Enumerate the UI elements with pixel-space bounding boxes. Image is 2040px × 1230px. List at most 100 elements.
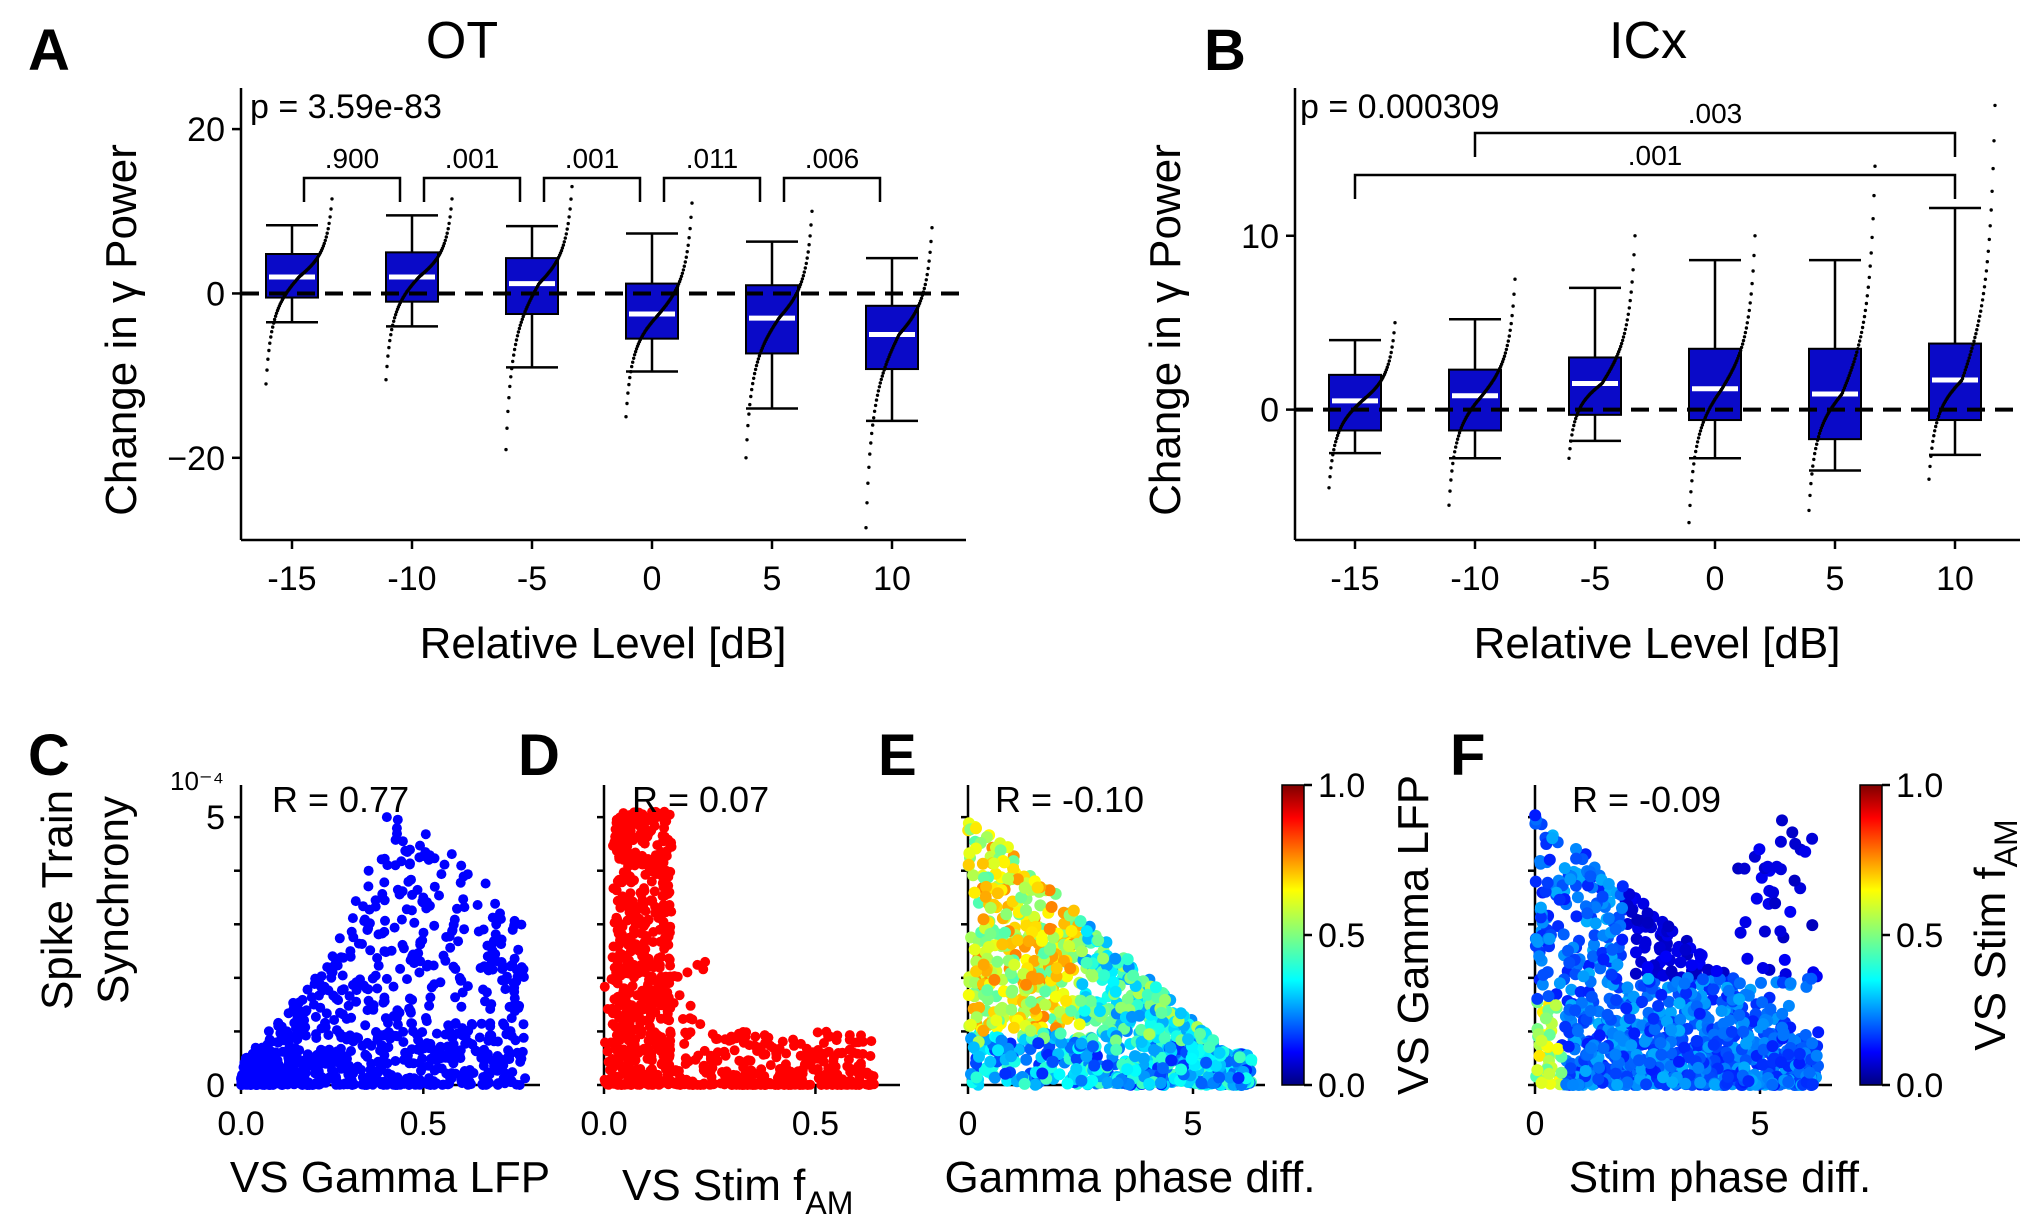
scatter-point xyxy=(386,1070,397,1080)
scatter-point xyxy=(678,1014,688,1024)
panel-d: D 0.0 0.5 R = 0.07 VS Stim fAM xyxy=(518,723,900,1221)
scatter-point xyxy=(980,880,993,893)
data-point xyxy=(1451,461,1455,466)
scatter-point xyxy=(376,1058,387,1069)
data-point xyxy=(1858,339,1862,343)
scatter-point xyxy=(459,1066,470,1076)
data-point xyxy=(628,375,632,380)
scatter-point xyxy=(336,952,346,963)
scatter-point xyxy=(1755,976,1767,989)
data-point xyxy=(687,236,691,240)
data-point xyxy=(1859,335,1863,339)
scatter-point xyxy=(1121,953,1134,966)
panel-a-pvalue: p = 3.59e-83 xyxy=(250,88,442,126)
scatter-point xyxy=(520,1073,531,1084)
data-point xyxy=(1981,291,1986,296)
y-tick-label: 0 xyxy=(206,1067,225,1105)
data-point xyxy=(919,296,924,300)
scatter-point xyxy=(472,900,483,910)
scatter-point xyxy=(746,1065,757,1076)
scatter-point xyxy=(1028,954,1041,967)
scatter-point xyxy=(398,943,409,954)
scatter-point xyxy=(1067,904,1080,917)
scatter-point xyxy=(612,914,623,924)
scatter-point xyxy=(466,1079,476,1090)
scatter-point xyxy=(852,1048,863,1059)
scatter-point xyxy=(372,953,383,963)
scatter-point xyxy=(415,939,426,950)
scatter-point xyxy=(984,1055,997,1068)
scatter-point xyxy=(459,902,470,913)
data-point xyxy=(324,235,328,239)
scatter-point xyxy=(379,1050,390,1061)
scatter-point xyxy=(619,821,630,832)
scatter-point xyxy=(272,1037,283,1048)
scatter-point xyxy=(699,1060,709,1071)
data-point xyxy=(1388,355,1392,359)
scatter-point xyxy=(348,932,359,943)
scatter-point xyxy=(984,927,997,940)
scatter-point xyxy=(345,946,356,957)
data-point xyxy=(679,274,684,278)
scatter-point xyxy=(629,972,639,983)
scatter-point xyxy=(1121,993,1134,1006)
y-tick-label: 10 xyxy=(1241,218,1279,256)
scatter-point xyxy=(379,946,390,957)
data-point xyxy=(442,241,446,246)
scatter-point xyxy=(648,927,659,937)
data-point xyxy=(1389,350,1393,355)
data-point xyxy=(1969,349,1973,354)
scatter-point xyxy=(273,1021,284,1032)
scatter-point xyxy=(414,967,425,978)
data-point xyxy=(506,409,510,414)
data-point xyxy=(1817,431,1822,436)
scatter-point xyxy=(973,1001,985,1014)
scatter-point xyxy=(254,1063,265,1074)
data-point xyxy=(1453,450,1457,454)
data-point xyxy=(1862,314,1867,319)
panel-a-plot: 200−20-15 -10 -5 0 5 10.900.001.001.011.006 xyxy=(167,111,966,598)
scatter-point xyxy=(457,987,468,998)
data-point xyxy=(869,441,873,445)
scatter-point xyxy=(316,971,327,982)
scatter-point xyxy=(297,994,308,1005)
scatter-point xyxy=(630,857,641,868)
data-point xyxy=(1747,308,1752,313)
data-point xyxy=(1393,321,1397,325)
scatter-point xyxy=(507,1067,518,1078)
scatter-point xyxy=(999,1067,1012,1080)
panel-b-pvalue: p = 0.000309 xyxy=(1300,88,1499,126)
scatter-point xyxy=(1806,1037,1819,1050)
scatter-point xyxy=(1679,1077,1692,1090)
scatter-point xyxy=(666,1077,677,1088)
data-point xyxy=(870,431,874,436)
data-point xyxy=(1698,429,1703,433)
data-point xyxy=(627,382,631,387)
scatter-point xyxy=(515,1056,526,1067)
data-point xyxy=(928,250,932,254)
scatter-point xyxy=(651,869,662,879)
data-point xyxy=(272,317,277,322)
scatter-point xyxy=(1135,1036,1148,1048)
scatter-point xyxy=(634,913,645,924)
scatter-point xyxy=(1654,1037,1667,1049)
x-tick-label: 10 xyxy=(873,560,911,598)
data-point xyxy=(270,330,274,334)
scatter-point xyxy=(429,979,440,990)
data-point xyxy=(1807,508,1811,513)
scatter-point xyxy=(311,1033,322,1043)
scatter-point xyxy=(720,1050,731,1061)
scatter-point xyxy=(475,963,486,973)
scatter-point xyxy=(964,1018,977,1031)
scatter-point xyxy=(1546,832,1559,845)
data-point xyxy=(1963,368,1968,372)
scatter-point xyxy=(1245,1053,1258,1066)
y-tick-label: 5 xyxy=(206,799,225,837)
scatter-point xyxy=(323,1030,334,1040)
scatter-point xyxy=(474,1032,485,1043)
data-point xyxy=(683,260,687,264)
data-point xyxy=(1857,343,1861,347)
data-point xyxy=(1846,376,1850,380)
data-point xyxy=(800,277,805,281)
scatter-point xyxy=(1535,1034,1548,1047)
